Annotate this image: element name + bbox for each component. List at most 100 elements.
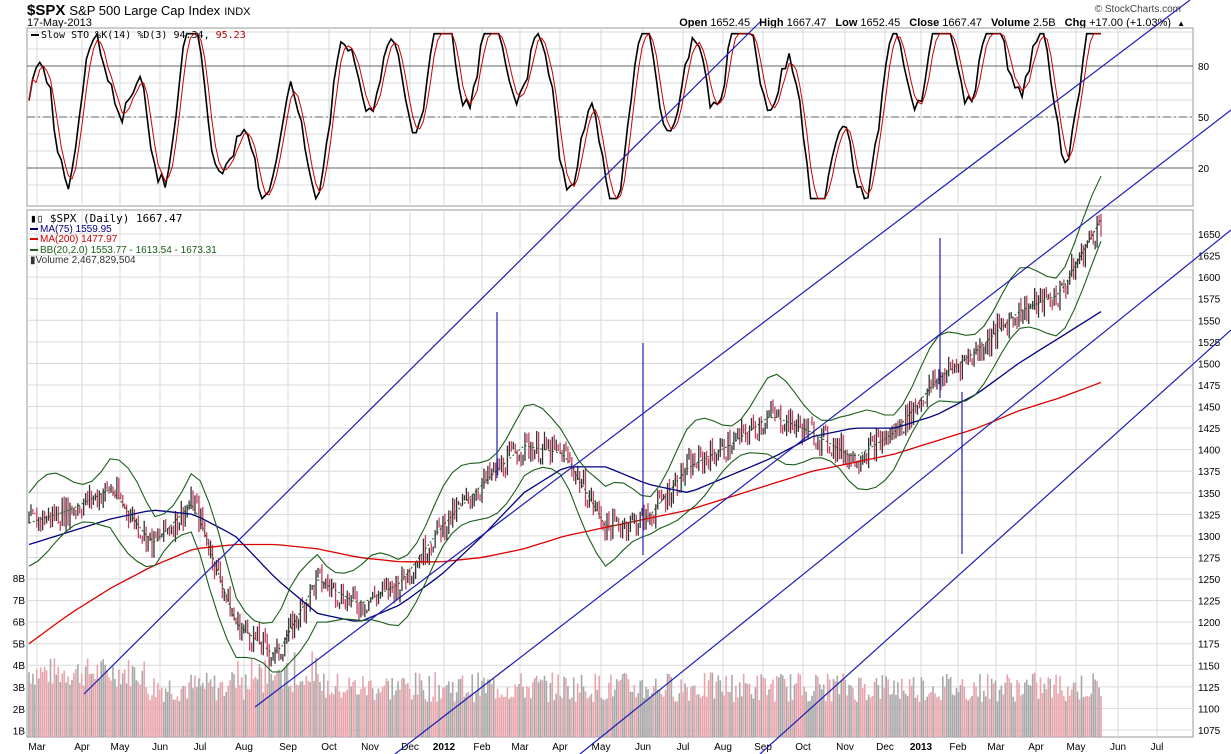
volume-y-tick: 2B	[13, 705, 26, 716]
ticker-symbol: $SPX	[27, 2, 66, 19]
x-axis-label: Feb	[949, 742, 967, 753]
price-y-tick: 1550	[1198, 316, 1221, 327]
x-axis-label: 2013	[910, 742, 933, 753]
price-y-tick: 1625	[1198, 252, 1221, 263]
high-value: 1667.47	[786, 17, 827, 29]
x-axis-label: May	[1067, 742, 1086, 753]
x-axis-label: Aug	[714, 742, 732, 753]
price-legend-row: ▮▯ $SPX (Daily) 1667.47	[30, 212, 217, 225]
price-y-tick: 1250	[1198, 575, 1221, 586]
close-label: Close	[909, 17, 940, 29]
close-value: 1667.47	[942, 17, 982, 29]
change-value: +17.00 (+1.03%)	[1089, 17, 1172, 29]
index-name: S&P 500 Large Cap Index	[69, 3, 221, 18]
price-y-tick: 1650	[1198, 230, 1221, 241]
x-axis-label: Jul	[194, 742, 207, 753]
x-axis-label: 2012	[433, 742, 456, 753]
x-axis-label: Oct	[321, 742, 337, 753]
sto-d-line	[28, 32, 1101, 200]
x-axis-label: Mar	[987, 742, 1005, 753]
sto-legend: Slow STO %K(14) %D(3) 94.34, 95.23	[31, 30, 246, 41]
chart-date: 17-May-2013	[27, 17, 92, 29]
price-y-tick: 1475	[1198, 381, 1221, 392]
price-y-tick: 1600	[1198, 273, 1221, 284]
volume-legend-label: Volume 2,467,829,504	[35, 255, 136, 266]
volume-bars-icon: ▮	[30, 255, 36, 266]
trend-channel[interactable]	[83, 0, 1231, 754]
candle-icon: ▮▯	[30, 212, 44, 225]
volume-y-tick: 4B	[13, 661, 26, 672]
price-y-tick: 1350	[1198, 489, 1221, 500]
x-axis-label: Aug	[235, 742, 253, 753]
price-y-tick: 1150	[1198, 661, 1220, 672]
x-axis-label: Jun	[1110, 742, 1126, 753]
x-axis-label: Apr	[552, 742, 568, 753]
x-axis-label: Jul	[1151, 742, 1164, 753]
volume-y-tick: 3B	[13, 683, 26, 694]
low-label: Low	[835, 17, 858, 29]
volume-value: 2.5B	[1032, 17, 1056, 29]
price-legend: ▮▯ $SPX (Daily) 1667.47 MA(75) 1559.95 M…	[30, 212, 217, 267]
ma75-line	[28, 311, 1102, 622]
price-panel	[26, 209, 1194, 738]
x-axis-label: Apr	[1028, 742, 1044, 753]
quote-summary: Open 1652.45 High 1667.47 Low 1652.45 Close…	[673, 17, 1185, 29]
bb-upper-line	[28, 175, 1102, 624]
sto-y-tick: 80	[1198, 62, 1210, 73]
volume-legend: ▮Volume 2,467,829,504	[30, 255, 217, 267]
price-y-tick: 1325	[1198, 510, 1221, 521]
low-value: 1652.45	[860, 17, 901, 29]
x-axis-label: Jun	[152, 742, 168, 753]
bb-legend: BB(20,2.0) 1553.77 - 1613.54 - 1673.31	[30, 244, 217, 257]
bb-label: BB(20,2.0) 1553.77 - 1613.54 - 1673.31	[40, 244, 217, 256]
x-axis-label: Oct	[795, 742, 811, 753]
x-axis-label: Mar	[511, 742, 529, 753]
price-y-tick: 1500	[1198, 359, 1221, 370]
sto-k-value: 94.34,	[173, 30, 210, 41]
up-arrow-icon: ▲	[1177, 19, 1185, 28]
ma75-line-icon	[30, 227, 38, 230]
x-axis-label: Nov	[361, 742, 379, 753]
open-label: Open	[679, 17, 708, 29]
price-y-tick: 1400	[1198, 446, 1221, 457]
sto-y-tick: 50	[1198, 113, 1210, 124]
volume-y-tick: 5B	[13, 639, 26, 650]
price-y-tick: 1075	[1198, 726, 1221, 737]
ma200-label: MA(200) 1477.97	[40, 234, 118, 245]
ma75-label: MA(75) 1559.95	[40, 223, 112, 235]
x-axis-label: Apr	[74, 742, 90, 753]
price-label: $SPX (Daily) 1667.47	[49, 212, 183, 225]
price-y-tick: 1100	[1198, 704, 1220, 715]
volume-bars	[28, 651, 1102, 737]
x-axis-label: Dec	[876, 742, 894, 753]
sto-label: Slow STO %K(14) %D(3)	[41, 30, 168, 41]
sto-y-tick: 20	[1198, 164, 1210, 175]
volume-y-tick: 1B	[13, 727, 26, 738]
sto-k-line	[28, 32, 1101, 201]
price-y-tick: 1425	[1198, 424, 1221, 435]
price-y-tick: 1175	[1198, 640, 1220, 651]
x-axis-label: Nov	[836, 742, 854, 753]
open-value: 1652.45	[710, 17, 751, 29]
bb-line-icon	[30, 248, 38, 251]
volume-y-tick: 6B	[13, 618, 26, 629]
high-label: High	[759, 17, 784, 29]
chart-title: $SPX S&P 500 Large Cap Index INDX	[27, 2, 250, 19]
ma200-line	[28, 381, 1102, 645]
price-y-tick: 1575	[1198, 295, 1221, 306]
x-axis-label: Sep	[279, 742, 297, 753]
change-label: Chg	[1064, 17, 1087, 29]
x-axis-label: Feb	[473, 742, 491, 753]
bb-lower-line	[28, 240, 1102, 673]
brand-link[interactable]: © StockCharts.com	[1094, 4, 1181, 15]
ma200-line-icon	[30, 238, 38, 241]
x-axis-label: Dec	[401, 742, 419, 753]
x-axis-label: Jun	[635, 742, 651, 753]
volume-label: Volume	[991, 17, 1030, 29]
exchange: INDX	[224, 6, 251, 18]
price-y-tick: 1225	[1198, 597, 1221, 608]
x-axis-label: Sep	[754, 742, 772, 753]
price-y-tick: 1450	[1198, 403, 1221, 414]
volume-y-tick: 8B	[13, 574, 26, 585]
